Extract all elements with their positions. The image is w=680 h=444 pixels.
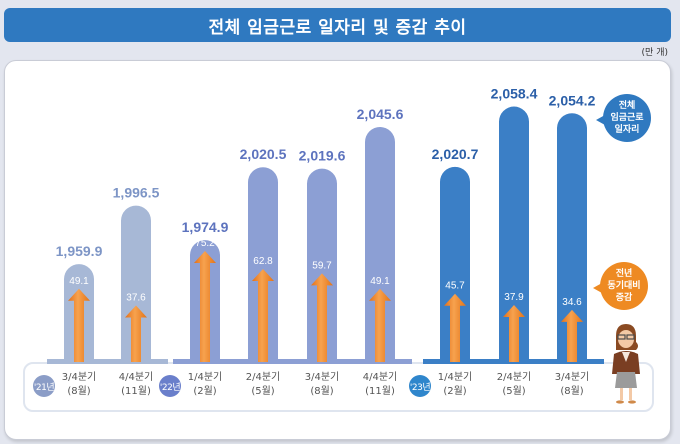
legend-change-callout: 전년 동기대비 증감: [593, 262, 648, 310]
change-value-label: 45.7: [445, 281, 465, 292]
x-tick-label: 3/4분기 (8월): [49, 371, 109, 399]
change-value-label: 59.7: [312, 260, 332, 271]
x-tick-label: 1/4분기 (2월): [175, 371, 235, 399]
month-label: (11월): [365, 386, 395, 397]
woman-character-icon: [612, 324, 640, 404]
change-arrow: [444, 293, 466, 362]
x-tick-label: 2/4분기 (5월): [484, 371, 544, 399]
quarter-label: 4/4분기: [362, 372, 398, 383]
total-value-label: 2,020.5: [240, 146, 287, 162]
month-label: (11월): [121, 386, 151, 397]
total-value-label: 1,974.9: [182, 219, 229, 235]
change-arrow: [125, 305, 147, 362]
change-arrow: [503, 305, 525, 362]
label-group: 1,959.9 49.1 1,996.5 37.6 1,974.9 75.2 2,020.5…: [56, 86, 596, 308]
year-baseline: [47, 359, 168, 364]
month-label: (5월): [251, 386, 275, 397]
arrow-group: [68, 250, 583, 362]
change-arrow: [68, 288, 90, 362]
year-badge: '23년: [409, 375, 431, 397]
change-value-label: 75.2: [195, 238, 215, 249]
quarter-label: 1/4분기: [437, 372, 473, 383]
total-value-label: 2,020.7: [432, 146, 479, 162]
x-tick-label: 3/4분기 (8월): [292, 371, 352, 399]
month-label: (8월): [310, 386, 334, 397]
year-baseline: [173, 359, 412, 364]
x-tick-label: 4/4분기 (11월): [106, 371, 166, 399]
legend-change-line: 증감: [615, 293, 633, 303]
month-label: (8월): [67, 386, 91, 397]
month-label: (8월): [560, 386, 584, 397]
total-value-label: 1,996.5: [113, 185, 160, 201]
quarter-label: 2/4분기: [496, 372, 532, 383]
total-value-label: 2,058.4: [491, 86, 538, 102]
x-tick-label: 1/4분기 (2월): [425, 371, 485, 399]
total-bar: [440, 166, 470, 362]
change-value-label: 37.9: [504, 292, 524, 303]
bar-group: [64, 106, 587, 362]
total-bar: [121, 205, 151, 362]
total-value-label: 2,054.2: [549, 92, 596, 108]
total-value-label: 2,045.6: [357, 106, 404, 122]
month-label: (2월): [193, 386, 217, 397]
change-value-label: 34.6: [562, 297, 582, 308]
quarter-label: 4/4분기: [118, 372, 154, 383]
change-arrow: [252, 268, 274, 362]
change-value-label: 49.1: [370, 276, 390, 287]
legend-total-callout: 전체 임금근로 일자리: [596, 94, 651, 142]
year-badge: '21년: [33, 375, 55, 397]
quarter-label: 2/4분기: [245, 372, 281, 383]
legend-total-line: 전체: [618, 101, 636, 111]
change-arrow: [369, 288, 391, 362]
quarter-label: 3/4분기: [61, 372, 97, 383]
change-arrow: [311, 273, 333, 362]
month-label: (5월): [502, 386, 526, 397]
legend-total-line: 일자리: [614, 125, 640, 135]
change-value-label: 49.1: [69, 276, 89, 287]
total-bar: [557, 113, 587, 362]
chart-title: 전체 임금근로 일자리 및 증감 추이: [4, 8, 671, 42]
month-label: (2월): [443, 386, 467, 397]
year-badge: '22년: [159, 375, 181, 397]
change-arrow: [194, 250, 216, 362]
x-tick-label: 3/4분기 (8월): [542, 371, 602, 399]
total-value-label: 2,019.6: [299, 148, 346, 164]
total-bar: [248, 167, 278, 362]
x-tick-label: 4/4분기 (11월): [350, 371, 410, 399]
total-bar: [365, 127, 395, 362]
change-value-label: 37.6: [126, 292, 146, 303]
x-tick-label: 2/4분기 (5월): [233, 371, 293, 399]
unit-label: (만 개): [641, 48, 668, 58]
change-value-label: 62.8: [253, 256, 273, 267]
legend-change-line: 동기대비: [607, 281, 641, 291]
legend-change-line: 전년: [615, 269, 633, 279]
total-value-label: 1,959.9: [56, 243, 103, 259]
quarter-label: 3/4분기: [554, 372, 590, 383]
total-bar: [499, 106, 529, 362]
quarter-label: 3/4분기: [304, 372, 340, 383]
quarter-label: 1/4분기: [187, 372, 223, 383]
change-arrow: [561, 309, 583, 362]
total-bar: [307, 168, 337, 362]
legend-total-line: 임금근로: [610, 113, 644, 123]
